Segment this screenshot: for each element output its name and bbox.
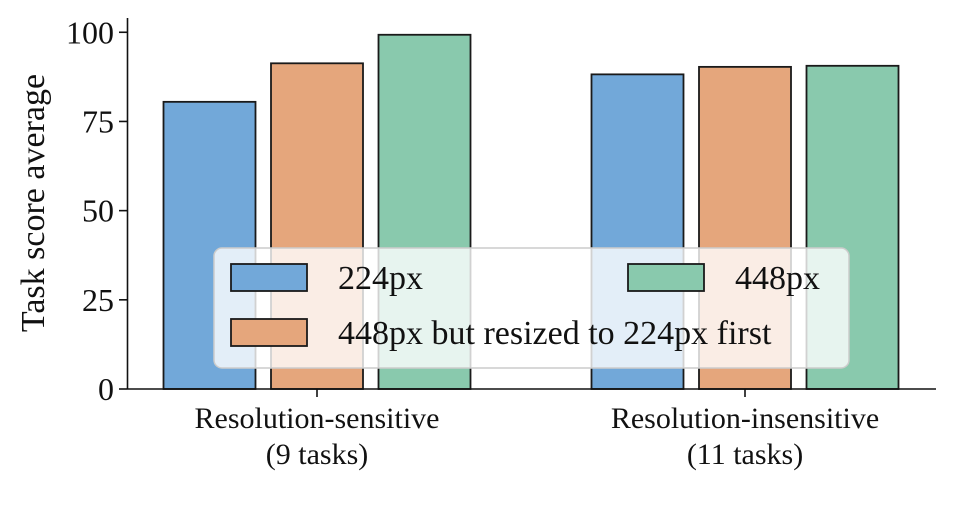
y-axis-label: Task score average xyxy=(15,74,52,332)
y-tick-label: 100 xyxy=(66,14,114,50)
y-tick-label: 75 xyxy=(82,103,114,139)
y-ticks: 0 25 50 75 100 xyxy=(66,14,127,407)
y-tick-label: 50 xyxy=(82,193,114,229)
legend-label: 448px but resized to 224px first xyxy=(338,315,772,352)
x-category-label: Resolution-insensitive xyxy=(611,402,879,435)
axes xyxy=(126,18,936,390)
legend-swatch xyxy=(230,318,308,347)
x-category-labels: Resolution-sensitive(9 tasks) Resolution-… xyxy=(195,389,879,471)
legend: 224px 448px 448px but resized to 224px fir… xyxy=(213,247,850,369)
legend-swatch xyxy=(230,263,308,292)
legend-swatch xyxy=(627,263,705,292)
x-category-label: (9 tasks) xyxy=(266,438,368,471)
x-category-label: Resolution-sensitive xyxy=(195,402,440,435)
x-category-label: (11 tasks) xyxy=(687,438,803,471)
legend-label: 224px xyxy=(338,260,423,297)
y-tick-label: 25 xyxy=(82,282,114,318)
y-tick-label: 0 xyxy=(98,371,114,407)
legend-label: 448px xyxy=(735,260,820,297)
